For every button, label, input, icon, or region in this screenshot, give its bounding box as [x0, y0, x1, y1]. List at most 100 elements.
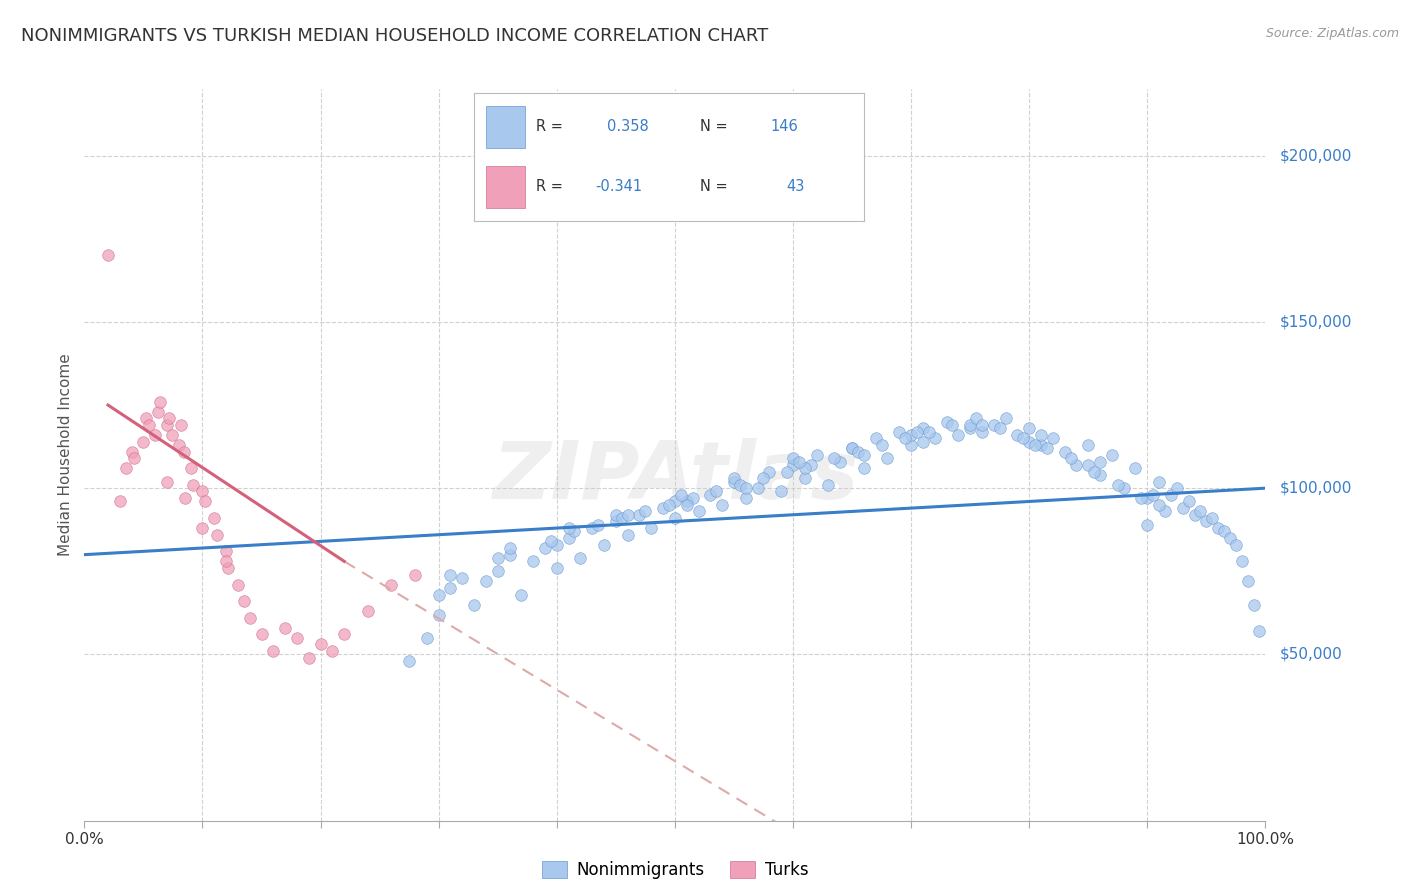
Point	[1136, 491, 1159, 505]
Point	[640, 521, 662, 535]
Point	[1012, 431, 1035, 445]
Point	[865, 431, 887, 445]
Point	[486, 551, 509, 566]
Point	[1029, 428, 1052, 442]
Point	[439, 567, 461, 582]
Point	[1024, 438, 1046, 452]
Point	[664, 511, 686, 525]
Point	[160, 428, 183, 442]
Point	[143, 428, 166, 442]
Point	[1083, 465, 1105, 479]
Point	[734, 491, 756, 505]
Point	[1125, 461, 1147, 475]
Point	[121, 444, 143, 458]
Point	[309, 637, 332, 651]
Point	[1249, 624, 1271, 639]
Point	[122, 451, 145, 466]
Point	[1088, 454, 1111, 468]
Point	[734, 481, 756, 495]
Point	[905, 425, 928, 439]
Point	[557, 531, 579, 545]
Point	[787, 454, 810, 468]
Point	[876, 451, 898, 466]
Point	[1147, 475, 1170, 489]
Point	[983, 417, 1005, 432]
Point	[557, 521, 579, 535]
Point	[752, 471, 775, 485]
Point	[546, 538, 568, 552]
Point	[948, 428, 970, 442]
Point	[776, 465, 799, 479]
Point	[398, 654, 420, 668]
Point	[610, 511, 633, 525]
Point	[404, 567, 426, 582]
Point	[1177, 494, 1199, 508]
Point	[1053, 444, 1076, 458]
Point	[180, 461, 202, 475]
Point	[285, 631, 308, 645]
Point	[262, 644, 284, 658]
Point	[658, 498, 681, 512]
Point	[852, 461, 875, 475]
Point	[1147, 498, 1170, 512]
Point	[498, 541, 520, 555]
Point	[652, 501, 675, 516]
Point	[924, 431, 946, 445]
Point	[1195, 515, 1218, 529]
Point	[800, 458, 823, 472]
Point	[191, 521, 214, 535]
Point	[889, 425, 911, 439]
Point	[226, 577, 249, 591]
Point	[205, 527, 228, 541]
Point	[569, 551, 592, 566]
Point	[132, 434, 155, 449]
Point	[427, 607, 450, 622]
Point	[173, 444, 195, 458]
Point	[846, 444, 869, 458]
Point	[634, 504, 657, 518]
Point	[97, 248, 120, 262]
Point	[1189, 504, 1212, 518]
Point	[959, 421, 981, 435]
Point	[1206, 521, 1229, 535]
Point	[239, 611, 262, 625]
Point	[156, 475, 179, 489]
Text: ZIPAtlas: ZIPAtlas	[492, 438, 858, 516]
Point	[1077, 438, 1099, 452]
Point	[1018, 434, 1040, 449]
Point	[274, 621, 297, 635]
Text: NONIMMIGRANTS VS TURKISH MEDIAN HOUSEHOLD INCOME CORRELATION CHART: NONIMMIGRANTS VS TURKISH MEDIAN HOUSEHOL…	[21, 27, 768, 45]
Point	[1107, 478, 1129, 492]
Point	[1018, 421, 1040, 435]
Point	[605, 508, 627, 522]
Point	[616, 527, 638, 541]
Point	[1136, 517, 1159, 532]
Point	[510, 588, 533, 602]
Point	[546, 561, 568, 575]
Point	[463, 598, 485, 612]
Point	[593, 538, 616, 552]
Point	[475, 574, 498, 589]
Point	[439, 581, 461, 595]
Point	[628, 508, 651, 522]
Point	[664, 494, 686, 508]
Point	[994, 411, 1017, 425]
Point	[918, 425, 941, 439]
Point	[900, 428, 922, 442]
Point	[900, 438, 922, 452]
Point	[1007, 428, 1029, 442]
Point	[959, 417, 981, 432]
Point	[704, 484, 727, 499]
Point	[841, 442, 863, 456]
Legend: Nonimmigrants, Turks: Nonimmigrants, Turks	[534, 854, 815, 886]
Point	[682, 491, 704, 505]
Point	[1130, 491, 1153, 505]
Text: Source: ZipAtlas.com: Source: ZipAtlas.com	[1265, 27, 1399, 40]
Point	[723, 475, 745, 489]
Y-axis label: Median Household Income: Median Household Income	[58, 353, 73, 557]
Point	[217, 561, 239, 575]
Point	[194, 494, 217, 508]
Text: $100,000: $100,000	[1279, 481, 1351, 496]
Point	[1029, 438, 1052, 452]
Point	[1142, 488, 1164, 502]
